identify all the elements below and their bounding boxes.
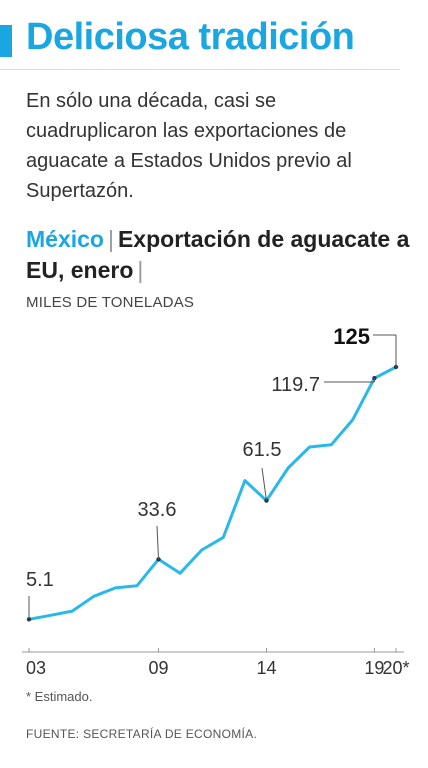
title-divider — [0, 69, 400, 70]
x-tick-label-14: 14 — [256, 658, 276, 678]
subtitle-text: Exportación de aguacate a EU, enero — [26, 226, 410, 283]
units-label: MILES DE TONELADAS — [26, 294, 195, 311]
x-tick-label-03: 03 — [26, 658, 46, 678]
data-point-2019 — [372, 375, 377, 381]
source-note: FUENTE: SECRETARÍA DE ECONOMÍA. — [26, 727, 258, 741]
chart-subtitle: México | Exportación de aguacate a EU, ene… — [26, 224, 411, 286]
x-tick-label-09: 09 — [149, 658, 169, 678]
data-label-2019: 119.7 — [271, 374, 320, 396]
x-tick-label-19: 19 — [364, 658, 384, 678]
series-line — [27, 365, 398, 621]
data-label-2009: 33.6 — [138, 499, 177, 521]
subtitle-country: México — [26, 226, 104, 252]
data-label-2020: 125 — [333, 324, 370, 349]
leader-2009 — [156, 525, 160, 560]
x-tick-label-20: 20* — [382, 658, 409, 678]
footnote: * Estimado. — [26, 689, 93, 704]
data-label-2014: 61.5 — [243, 439, 282, 461]
page-title: Deliciosa tradición — [26, 16, 355, 58]
data-label-2003: 5.1 — [26, 569, 54, 591]
subtitle-separator: | — [107, 226, 114, 252]
leader-2014 — [261, 467, 267, 501]
title-accent-bar — [0, 25, 12, 57]
intro-text: En sólo una década, casi se cuadruplicar… — [26, 90, 352, 202]
subtitle-trailing-separator: | — [137, 257, 144, 283]
